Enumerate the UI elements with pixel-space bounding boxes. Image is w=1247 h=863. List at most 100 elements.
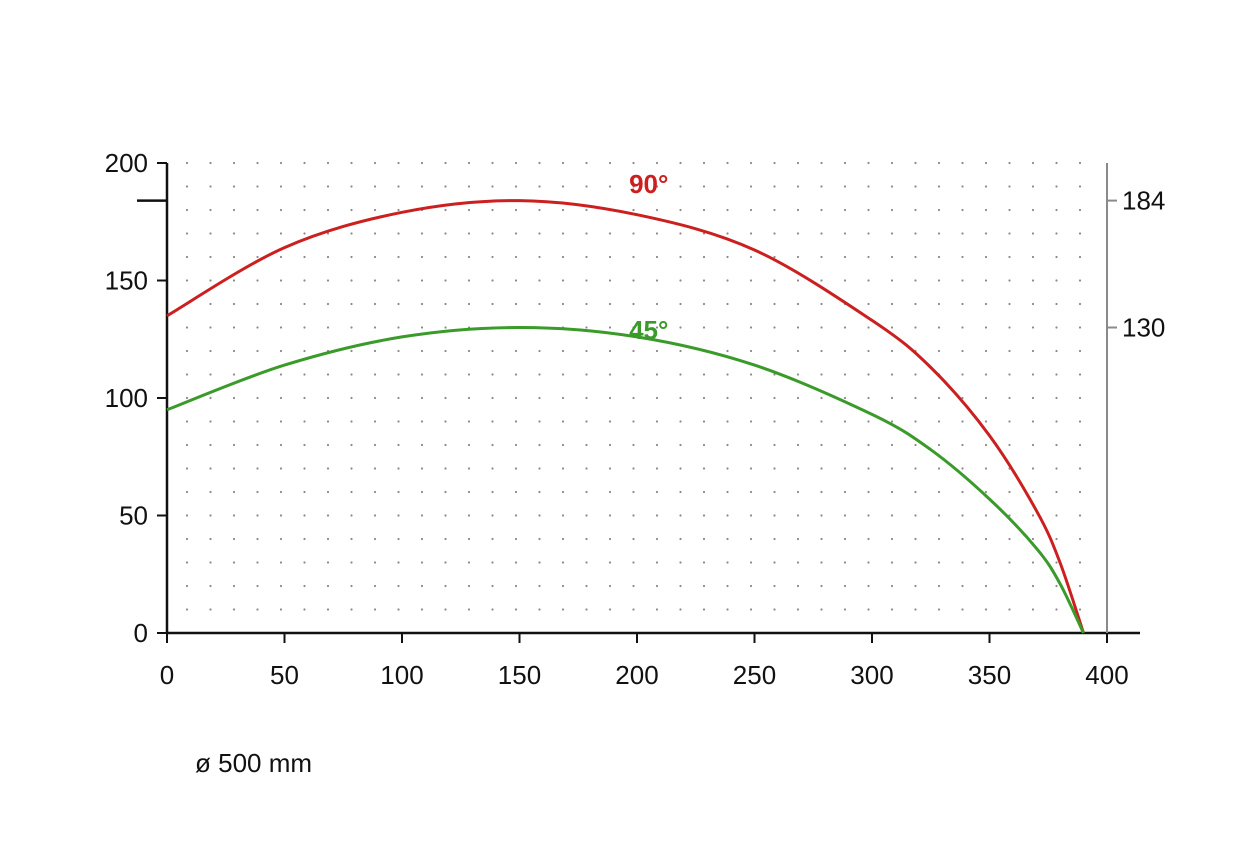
grid-dot (937, 396, 941, 400)
grid-dot (185, 608, 189, 611)
grid-dot (632, 161, 635, 165)
grid-dot (702, 608, 706, 611)
grid-dot (726, 349, 729, 353)
grid-dot (820, 561, 823, 564)
grid-dot (632, 584, 635, 588)
grid-dot (937, 443, 941, 447)
grid-dot (773, 161, 776, 165)
grid-dot (843, 514, 847, 517)
grid-dot (1031, 420, 1035, 423)
grid-dot (373, 232, 377, 235)
grid-dot (467, 255, 471, 259)
grid-dot (326, 373, 330, 376)
grid-dot (890, 185, 894, 188)
grid-dot (303, 302, 306, 306)
grid-dot (373, 302, 377, 306)
grid-dot (796, 373, 800, 376)
grid-dot (655, 608, 659, 611)
grid-dot (608, 561, 612, 564)
grid-dot (773, 373, 776, 376)
grid-dot (326, 185, 330, 188)
grid-dot (279, 232, 283, 235)
x-tick-label: 200 (615, 660, 658, 690)
grid-dot (914, 443, 917, 447)
grid-dot (420, 161, 424, 165)
grid-dot (209, 161, 212, 165)
grid-dot (350, 467, 353, 470)
grid-dot (514, 185, 518, 188)
grid-dot (1008, 349, 1011, 353)
grid-dot (491, 490, 494, 494)
grid-dot (514, 373, 518, 376)
grid-dot (538, 255, 541, 259)
grid-dot (491, 396, 494, 400)
grid-dot (467, 396, 471, 400)
grid-dot (608, 326, 612, 329)
grid-dot (279, 561, 283, 564)
grid-dot (702, 161, 706, 165)
grid-dot (279, 443, 283, 447)
grid-dot (373, 514, 377, 517)
grid-dot (867, 490, 870, 494)
grid-dot (350, 584, 353, 588)
grid-dot (961, 208, 964, 212)
grid-dot (350, 208, 353, 212)
grid-dot (467, 420, 471, 423)
grid-dot (632, 514, 635, 517)
grid-dot (444, 608, 447, 611)
grid-dot (984, 326, 988, 329)
grid-dot (256, 584, 259, 588)
grid-dot (655, 420, 659, 423)
grid-dot (773, 302, 776, 306)
grid-dot (279, 490, 283, 494)
grid-dot (256, 467, 259, 470)
grid-dot (467, 443, 471, 447)
grid-dot (232, 232, 236, 235)
grid-dot (1031, 279, 1035, 282)
grid-dot (843, 326, 847, 329)
grid-dot (209, 514, 212, 517)
grid-dot (467, 514, 471, 517)
grid-dot (1055, 396, 1058, 400)
grid-dot (185, 326, 189, 329)
grid-dot (491, 161, 494, 165)
grid-dot (679, 561, 682, 564)
grid-dot (373, 185, 377, 188)
grid-dot (843, 396, 847, 400)
grid-dot (796, 255, 800, 259)
grid-dot (1078, 208, 1082, 212)
grid-dot (843, 232, 847, 235)
grid-dot (397, 208, 400, 212)
grid-dot (914, 279, 917, 282)
grid-dot (538, 208, 541, 212)
grid-dot (397, 349, 400, 353)
grid-dot (820, 467, 823, 470)
grid-dot (1055, 232, 1058, 235)
grid-dot (796, 443, 800, 447)
grid-dot (1055, 373, 1058, 376)
grid-dot (350, 396, 353, 400)
grid-dot (185, 373, 189, 376)
grid-dot (279, 420, 283, 423)
grid-dot (538, 232, 541, 235)
grid-dot (585, 467, 588, 470)
grid-dot (984, 537, 988, 541)
grid-dot (467, 467, 471, 470)
grid-dot (679, 208, 682, 212)
grid-dot (585, 420, 588, 423)
grid-dot (373, 373, 377, 376)
grid-dot (256, 514, 259, 517)
grid-dot (279, 185, 283, 188)
grid-dot (655, 161, 659, 165)
grid-dot (232, 349, 236, 353)
grid-dot (326, 608, 330, 611)
grid-dot (256, 208, 259, 212)
grid-dot (914, 584, 917, 588)
grid-dot (585, 185, 588, 188)
grid-dot (726, 537, 729, 541)
grid-dot (632, 208, 635, 212)
grid-dot (632, 537, 635, 541)
grid-dot (749, 490, 753, 494)
grid-dot (397, 396, 400, 400)
grid-dot (561, 561, 565, 564)
